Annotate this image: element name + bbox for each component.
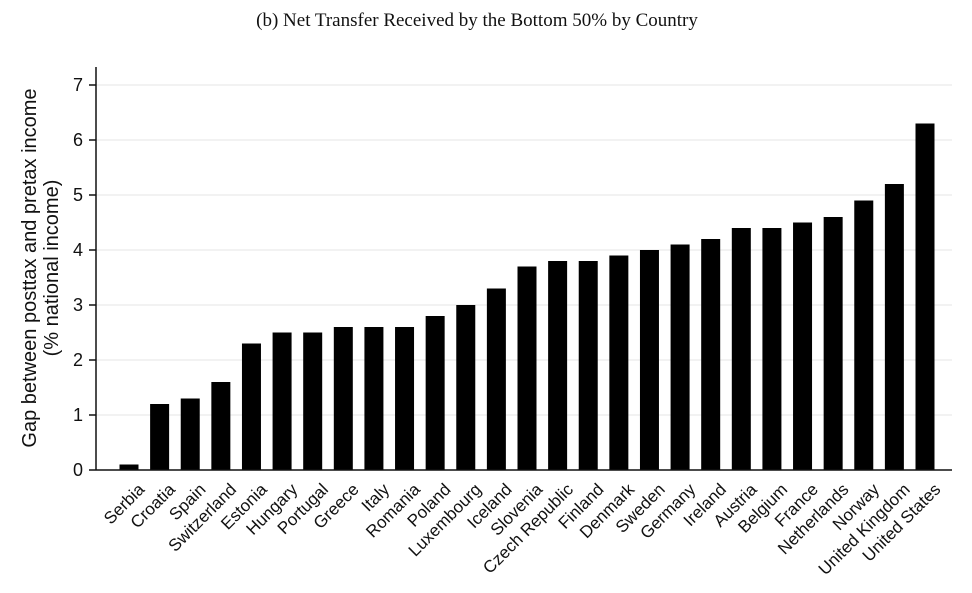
bar-ireland	[701, 239, 721, 470]
bar-switzerland	[211, 382, 231, 470]
chart-title: (b) Net Transfer Received by the Bottom …	[256, 10, 698, 31]
bar-denmark	[609, 255, 629, 470]
bar-united-kingdom	[884, 184, 904, 470]
bar-united-states	[915, 123, 935, 470]
bar-finland	[578, 261, 598, 470]
y-tick-label-6: 6	[73, 130, 83, 150]
bar-czech-republic	[548, 261, 568, 470]
bar-estonia	[241, 343, 261, 470]
y-tick-label-0: 0	[73, 460, 83, 480]
bar-slovenia	[517, 266, 537, 470]
bar-spain	[180, 398, 200, 470]
bar-croatia	[150, 404, 170, 470]
bar-netherlands	[823, 217, 843, 470]
bar-poland	[425, 316, 445, 470]
bar-belgium	[762, 228, 782, 470]
bar-romania	[395, 327, 415, 470]
bar-austria	[731, 228, 751, 470]
x-axis-labels: SerbiaCroatiaSpainSwitzerlandEstoniaHung…	[100, 479, 944, 578]
y-tick-label-3: 3	[73, 295, 83, 315]
bar-france	[793, 222, 813, 470]
bar-portugal	[303, 332, 323, 470]
bar-sweden	[639, 250, 659, 470]
y-axis-title-line1: Gap between posttax and pretax income	[19, 88, 41, 447]
bar-serbia	[119, 464, 139, 470]
y-tick-label-4: 4	[73, 240, 83, 260]
y-axis-title: Gap between posttax and pretax income (%…	[19, 88, 63, 447]
bars	[119, 123, 935, 470]
bar-germany	[670, 244, 690, 470]
y-tick-label-5: 5	[73, 185, 83, 205]
y-axis: 0 1 2 3 4 5 6 7	[73, 67, 952, 480]
bar-hungary	[272, 332, 292, 470]
bar-greece	[333, 327, 353, 470]
bar-norway	[854, 200, 874, 470]
bar-iceland	[486, 288, 506, 470]
bar-italy	[364, 327, 384, 470]
y-tick-label-1: 1	[73, 405, 83, 425]
y-tick-label-7: 7	[73, 75, 83, 95]
y-tick-label-2: 2	[73, 350, 83, 370]
bar-luxembourg	[456, 305, 476, 470]
y-axis-title-line2: (% national income)	[41, 180, 63, 357]
